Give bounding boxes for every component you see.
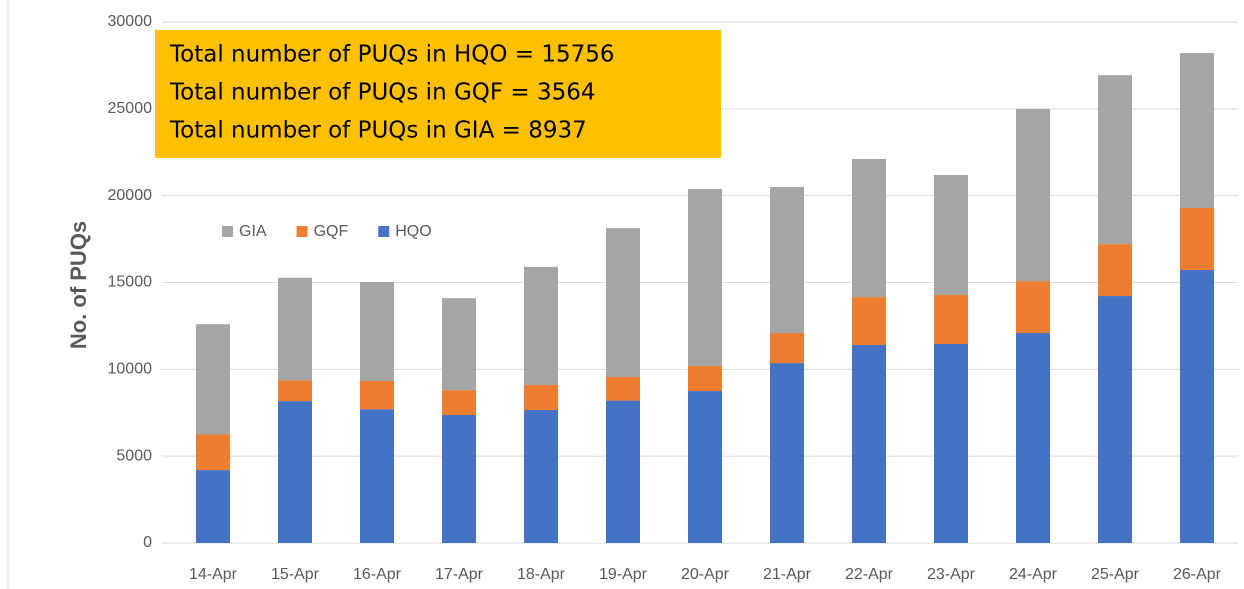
bar-segment	[278, 401, 312, 543]
bar-segment	[770, 363, 804, 543]
bar-segment	[1016, 281, 1050, 334]
bar-segment	[1098, 244, 1132, 297]
x-tick-label: 23-Apr	[927, 566, 976, 583]
bar-segment	[688, 189, 722, 367]
bar-segment	[688, 366, 722, 392]
bar-segment	[360, 380, 394, 410]
bar-segment	[442, 298, 476, 391]
bar-segment	[524, 384, 558, 410]
y-tick-label: 15000	[108, 274, 153, 291]
bar-segment	[278, 380, 312, 402]
bar-segment	[606, 400, 640, 543]
x-tick-label: 24-Apr	[1009, 566, 1058, 583]
bar-segment	[442, 415, 476, 543]
x-tick-label: 17-Apr	[435, 566, 484, 583]
bar-segment	[934, 175, 968, 296]
bar-segment	[196, 324, 230, 435]
y-tick-label: 0	[143, 534, 152, 551]
legend-swatch	[296, 226, 308, 237]
bar-segment	[524, 409, 558, 543]
y-tick-label: 5000	[116, 447, 152, 464]
bar-segment	[278, 277, 312, 381]
bar-segment	[606, 228, 640, 377]
x-tick-label: 22-Apr	[845, 566, 894, 583]
bar-segment	[688, 391, 722, 543]
y-tick-label: 10000	[108, 361, 153, 378]
bar-segment	[934, 295, 968, 344]
bar-segment	[360, 281, 394, 381]
bar-segment	[1180, 269, 1214, 543]
bar-segment	[360, 409, 394, 543]
y-axis-label: No. of PUQs	[66, 221, 91, 349]
bar-segment	[196, 470, 230, 543]
bar-segment	[1098, 75, 1132, 245]
bar-segment	[770, 186, 804, 334]
x-tick-label: 20-Apr	[681, 566, 730, 583]
bar-segment	[1180, 53, 1214, 208]
x-tick-label: 25-Apr	[1091, 566, 1140, 583]
x-tick-label: 26-Apr	[1173, 566, 1222, 583]
legend-label: GIA	[239, 223, 267, 240]
legend-swatch	[378, 226, 390, 237]
legend-label: HQO	[395, 223, 431, 240]
bar-segment	[770, 333, 804, 364]
x-tick-label: 19-Apr	[599, 566, 648, 583]
bar-segment	[1098, 296, 1132, 543]
bar-segment	[442, 390, 476, 416]
bar-segment	[934, 343, 968, 543]
legend-swatch	[222, 226, 233, 237]
bar-segment	[606, 376, 640, 401]
annotation-text: Total number of PUQs in GQF = 3564	[169, 80, 596, 106]
bar-segment	[1180, 207, 1214, 270]
bar-segment	[524, 266, 558, 385]
annotation-text: Total number of PUQs in HQO = 15756	[169, 42, 615, 68]
legend-label: GQF	[314, 223, 349, 240]
bar-segment	[1016, 333, 1050, 543]
bar-segment	[852, 297, 886, 346]
x-tick-label: 21-Apr	[763, 566, 812, 583]
y-tick-label: 25000	[108, 100, 153, 117]
x-tick-label: 15-Apr	[271, 566, 320, 583]
x-tick-label: 18-Apr	[517, 566, 566, 583]
bar-segment	[852, 345, 886, 543]
bar-segment	[196, 434, 230, 471]
x-tick-label: 16-Apr	[353, 566, 402, 583]
bar-segment	[1016, 109, 1050, 282]
y-tick-label: 30000	[108, 13, 153, 30]
y-tick-label: 20000	[108, 187, 153, 204]
annotation-text: Total number of PUQs in GIA = 8937	[169, 118, 587, 144]
annotation-box	[155, 30, 721, 158]
bar-segment	[852, 159, 886, 298]
x-tick-label: 14-Apr	[189, 566, 238, 583]
